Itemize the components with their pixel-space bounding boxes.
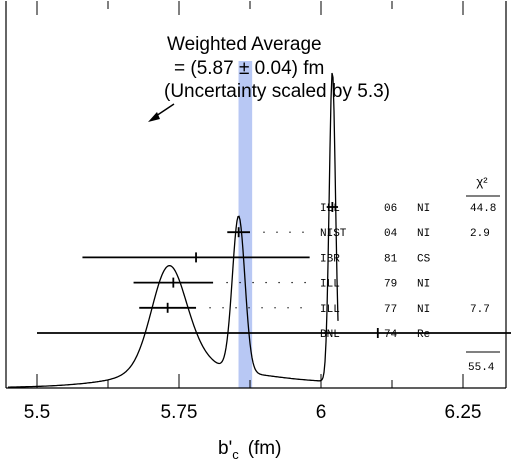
leader-dot: [209, 307, 211, 309]
ideogram-curve: [8, 72, 339, 388]
leader-dot: [304, 281, 306, 284]
table-cell: 44.8: [470, 203, 496, 215]
leader-dot: [261, 307, 263, 309]
leader-dot: [276, 231, 278, 233]
chi2-total: 55.4: [468, 362, 495, 374]
leader-dot: [287, 307, 289, 309]
table-cell: ILL: [320, 304, 340, 316]
table-cell: IBR: [320, 253, 340, 265]
table-cell: NI: [417, 304, 430, 316]
table-cell: 7.7: [470, 304, 490, 316]
leader-dot: [300, 307, 302, 309]
table-cell: NI: [417, 228, 430, 240]
leader-dot: [263, 231, 265, 233]
leader-dot: [291, 281, 293, 284]
leader-dot: [302, 231, 304, 233]
leader-dot: [222, 307, 224, 309]
table-cell: NI: [417, 203, 430, 215]
leader-dot: [239, 281, 241, 284]
leader-dot: [265, 281, 267, 284]
table-cell: 74: [384, 329, 398, 341]
weighted-average-band: [238, 61, 253, 388]
x-tick-label: 5.75: [161, 402, 198, 423]
table-cell: 04: [384, 228, 398, 240]
x-axis-label: b'c (fm): [218, 438, 281, 462]
table-cell: 79: [384, 279, 397, 291]
leader-dot: [226, 281, 228, 284]
chi2-header: χ²: [476, 174, 488, 189]
table-cell: NIST: [320, 228, 347, 240]
table-cell: Re: [417, 329, 430, 341]
weighted-average-scale-note: (Uncertainty scaled by 5.3): [164, 81, 390, 102]
measurement-table: ILL 06 NI 44.8 NIST 04 NI 2.9 IBR 81 CS ILL 79 NI ILL 7…: [209, 203, 496, 341]
x-ticks: [36, 1, 464, 388]
weighted-average-title: Weighted Average: [167, 34, 322, 55]
table-cell: 06: [384, 203, 397, 215]
x-tick-label: 6.25: [445, 402, 482, 423]
table-cell: BNL: [320, 329, 340, 341]
table-cell: NI: [417, 279, 430, 291]
table-cell: ILL: [320, 279, 340, 291]
leader-dot: [289, 231, 291, 233]
leader-dot: [274, 307, 276, 309]
leader-dot: [278, 281, 280, 284]
table-cell: CS: [417, 253, 431, 265]
leader-dot: [248, 307, 250, 309]
leader-dot: [252, 281, 254, 284]
measurement-points: [37, 202, 511, 338]
x-tick-label: 6: [316, 402, 327, 423]
leader-dot: [235, 307, 237, 309]
annotation-arrowhead: [148, 112, 160, 122]
table-cell: 77: [384, 304, 397, 316]
x-tick-label: 5.5: [24, 402, 50, 423]
table-cell: 2.9: [470, 228, 490, 240]
table-cell: ILL: [320, 203, 340, 215]
weighted-average-value: = (5.87 ± 0.04) fm: [174, 58, 324, 79]
table-cell: 81: [384, 253, 398, 265]
